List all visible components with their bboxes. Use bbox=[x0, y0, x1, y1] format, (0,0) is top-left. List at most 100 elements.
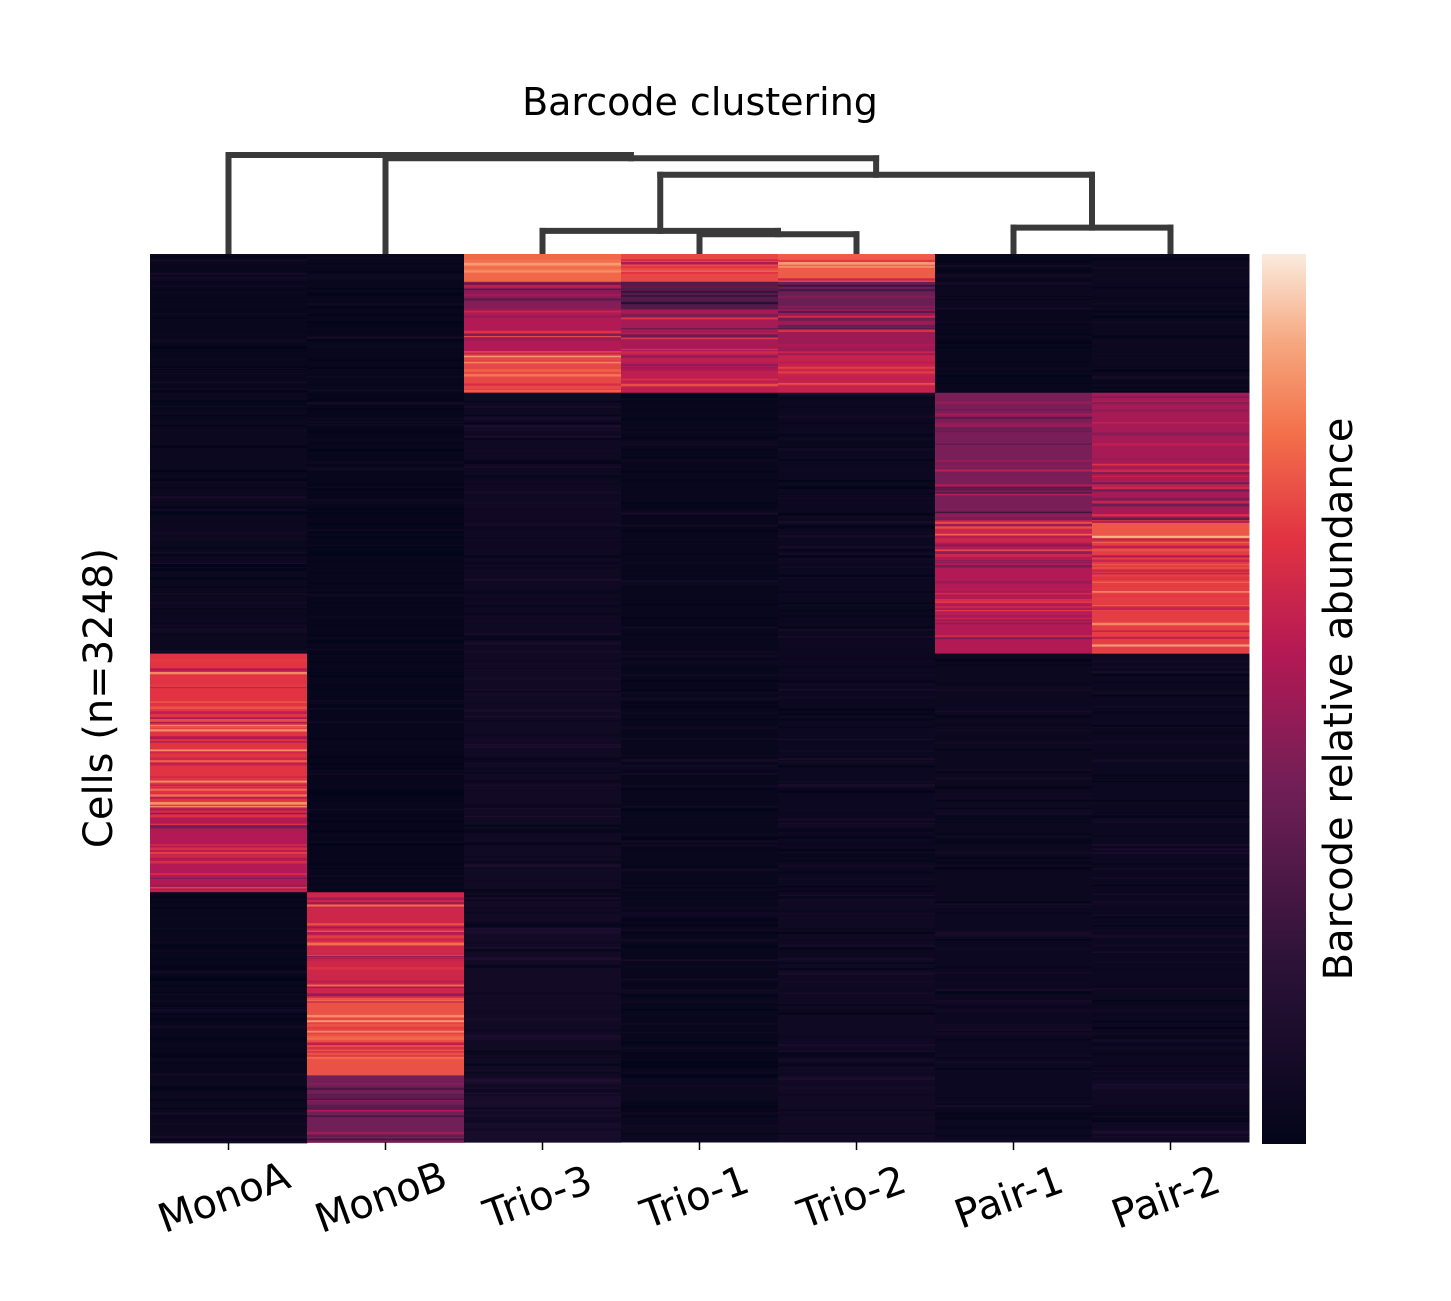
heatmap-texture-line bbox=[621, 488, 779, 491]
heatmap-texture-line bbox=[1092, 339, 1250, 341]
heatmap-texture-line bbox=[621, 314, 779, 318]
heatmap-texture-line bbox=[464, 414, 622, 416]
heatmap-texture-line bbox=[935, 593, 1093, 595]
heatmap-texture-line bbox=[935, 269, 1093, 273]
heatmap-cell bbox=[150, 809, 308, 893]
heatmap-texture-line bbox=[464, 612, 622, 616]
heatmap-texture-line bbox=[621, 445, 779, 448]
heatmap-texture-line bbox=[1092, 316, 1250, 319]
heatmap-texture-line bbox=[778, 714, 936, 717]
heatmap-texture-line bbox=[464, 789, 622, 792]
heatmap-texture-line bbox=[1092, 721, 1250, 723]
heatmap-texture-line bbox=[307, 595, 465, 598]
heatmap-texture-line bbox=[150, 348, 308, 351]
heatmap-texture-line bbox=[307, 582, 465, 584]
heatmap-texture-line bbox=[307, 1036, 465, 1038]
heatmap-texture-line bbox=[150, 388, 308, 391]
heatmap-texture-line bbox=[621, 470, 779, 473]
heatmap-texture-line bbox=[307, 844, 465, 846]
heatmap-texture-line bbox=[307, 429, 465, 433]
heatmap-texture-line bbox=[150, 861, 308, 863]
heatmap-texture-line bbox=[1092, 266, 1250, 269]
heatmap-texture-line bbox=[464, 422, 622, 425]
heatmap-texture-line bbox=[778, 521, 936, 524]
heatmap-texture-line bbox=[150, 481, 308, 483]
heatmap-texture-line bbox=[778, 433, 936, 437]
heatmap-texture-line bbox=[464, 927, 622, 930]
heatmap-texture-line bbox=[307, 1104, 465, 1107]
heatmap-texture-line bbox=[1092, 673, 1250, 677]
heatmap-texture-line bbox=[464, 374, 622, 377]
heatmap-texture-line bbox=[307, 938, 465, 942]
heatmap-texture-line bbox=[464, 589, 622, 592]
heatmap-texture-line bbox=[307, 787, 465, 790]
heatmap-texture-line bbox=[464, 1011, 622, 1013]
heatmap-cell bbox=[935, 1075, 1093, 1143]
heatmap-texture-line bbox=[935, 980, 1093, 983]
heatmap-texture-line bbox=[150, 814, 308, 818]
heatmap-texture-line bbox=[621, 570, 779, 573]
heatmap-texture-line bbox=[621, 621, 779, 624]
heatmap-texture-line bbox=[464, 1119, 622, 1122]
colorbar bbox=[1262, 254, 1306, 1144]
heatmap-texture-line bbox=[778, 957, 936, 961]
heatmap-texture-line bbox=[307, 809, 465, 811]
heatmap-texture-line bbox=[307, 1056, 465, 1059]
heatmap-texture-line bbox=[150, 276, 308, 279]
heatmap-texture-line bbox=[150, 854, 308, 858]
heatmap-texture-line bbox=[935, 465, 1093, 467]
heatmap-texture-line bbox=[464, 460, 622, 464]
heatmap-texture-line bbox=[464, 1068, 622, 1072]
heatmap-texture-line bbox=[1092, 287, 1250, 290]
heatmap-texture-line bbox=[621, 1109, 779, 1113]
heatmap-texture-line bbox=[778, 953, 936, 955]
heatmap-texture-line bbox=[464, 1042, 622, 1045]
heatmap-texture-line bbox=[778, 864, 936, 868]
heatmap-texture-line bbox=[1092, 367, 1250, 370]
heatmap-texture-line bbox=[778, 708, 936, 712]
heatmap-texture-line bbox=[464, 369, 622, 371]
heatmap-texture-line bbox=[1092, 1070, 1250, 1072]
heatmap-texture-line bbox=[935, 991, 1093, 994]
heatmap-texture-line bbox=[1092, 489, 1250, 492]
heatmap-texture-line bbox=[1092, 607, 1250, 611]
heatmap-texture-line bbox=[935, 682, 1093, 685]
heatmap-texture-line bbox=[935, 315, 1093, 318]
heatmap-texture-line bbox=[1092, 999, 1250, 1002]
heatmap-texture-line bbox=[464, 925, 622, 929]
heatmap-texture-line bbox=[935, 1102, 1093, 1105]
heatmap-texture-line bbox=[307, 344, 465, 347]
heatmap-texture-line bbox=[307, 448, 465, 451]
heatmap-texture-line bbox=[464, 268, 622, 271]
heatmap-texture-line bbox=[464, 1084, 622, 1088]
heatmap-texture-line bbox=[935, 359, 1093, 362]
heatmap-texture-line bbox=[150, 368, 308, 371]
heatmap-texture-line bbox=[1092, 990, 1250, 994]
heatmap-texture-line bbox=[150, 339, 308, 343]
heatmap-texture-line bbox=[778, 1012, 936, 1015]
heatmap-texture-line bbox=[621, 809, 779, 812]
heatmap-texture-line bbox=[307, 902, 465, 905]
heatmap-texture-line bbox=[307, 682, 465, 685]
heatmap-texture-line bbox=[150, 825, 308, 828]
heatmap-texture-line bbox=[935, 778, 1093, 780]
heatmap-texture-line bbox=[150, 291, 308, 293]
heatmap-texture-line bbox=[935, 686, 1093, 689]
heatmap-texture-line bbox=[307, 675, 465, 677]
heatmap-texture-line bbox=[935, 1139, 1093, 1143]
heatmap-texture-line bbox=[307, 529, 465, 532]
heatmap-texture-line bbox=[464, 673, 622, 676]
heatmap-texture-line bbox=[150, 458, 308, 461]
heatmap-texture-line bbox=[307, 1026, 465, 1030]
heatmap-texture-line bbox=[621, 259, 779, 262]
heatmap-texture-line bbox=[621, 327, 779, 330]
heatmap-texture-line bbox=[150, 508, 308, 510]
heatmap-texture-line bbox=[150, 873, 308, 875]
heatmap-texture-line bbox=[307, 491, 465, 495]
heatmap-texture-line bbox=[307, 942, 465, 946]
heatmap-texture-line bbox=[307, 984, 465, 987]
heatmap-texture-line bbox=[778, 513, 936, 516]
heatmap-texture-line bbox=[150, 805, 308, 808]
heatmap-texture-line bbox=[150, 991, 308, 995]
heatmap-texture-line bbox=[307, 357, 465, 359]
